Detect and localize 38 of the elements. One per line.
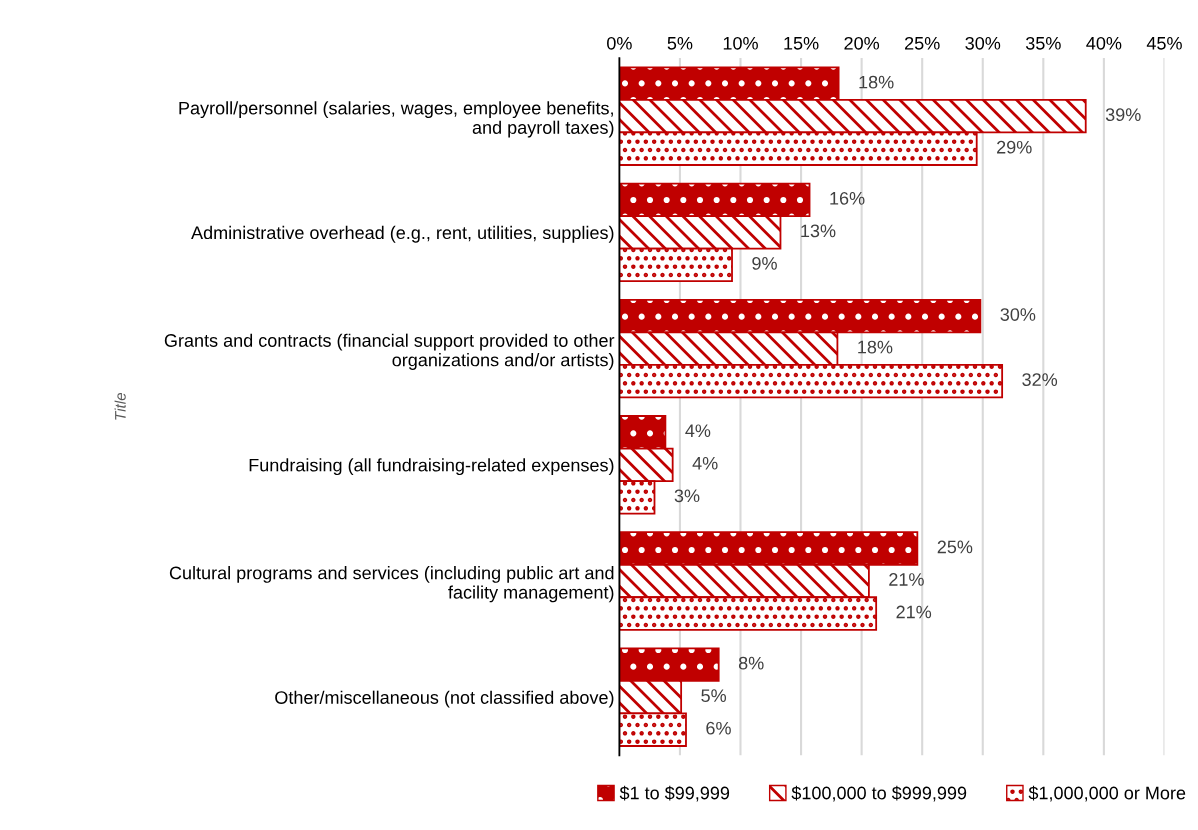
data-label: 21% <box>889 573 924 586</box>
legend-label: $1,000,000 or More <box>1028 785 1186 802</box>
x-tick-label: 30% <box>965 36 1001 50</box>
y-tick-label: Grants and contracts (financial support provided to other organizations and/or artists) <box>164 333 615 370</box>
data-label: 29% <box>997 140 1032 154</box>
x-tick-label: 35% <box>1025 36 1061 50</box>
x-tick-label: 25% <box>905 36 940 50</box>
x-tick-label: 40% <box>1086 36 1122 50</box>
data-label: 5% <box>701 689 727 703</box>
data-label: 18% <box>859 75 894 89</box>
y-tick-label: Other/miscellaneous (not classified above) <box>275 690 614 708</box>
data-label: 18% <box>858 340 893 354</box>
data-label: 32% <box>1022 373 1058 386</box>
data-label: 3% <box>674 489 700 503</box>
x-tick-label: 10% <box>723 36 758 50</box>
data-label: 6% <box>706 721 731 735</box>
data-label: 25% <box>937 540 973 554</box>
data-label: 30% <box>1000 308 1036 321</box>
y-tick-label: Payroll/personnel (salaries, wages, employee benefits, and payroll taxes) <box>179 101 614 138</box>
y-axis-title: Title <box>114 392 126 420</box>
data-label: 8% <box>738 656 764 670</box>
data-label: 4% <box>685 424 711 438</box>
data-label: 4% <box>692 456 718 470</box>
data-label: 9% <box>752 257 777 270</box>
x-tick-label: 0% <box>607 36 632 50</box>
data-label: 13% <box>801 224 836 238</box>
x-tick-label: 5% <box>667 36 693 50</box>
y-tick-label: Administrative overhead (e.g., rent, utilities, supplies) <box>191 225 614 243</box>
legend-label: $1 to $99,999 <box>619 785 730 802</box>
data-label: 39% <box>1105 108 1141 122</box>
y-tick-label: Fundraising (all fundraising-related expenses) <box>249 458 614 476</box>
y-tick-label: Cultural programs and services (including public art and facility management) <box>169 566 614 603</box>
x-tick-label: 15% <box>784 36 819 50</box>
x-tick-label: 20% <box>844 36 880 50</box>
x-tick-label: 45% <box>1146 36 1182 50</box>
legend-label: $100,000 to $999,999 <box>791 785 967 802</box>
data-label: 21% <box>896 605 932 619</box>
data-label: 16% <box>830 191 865 205</box>
